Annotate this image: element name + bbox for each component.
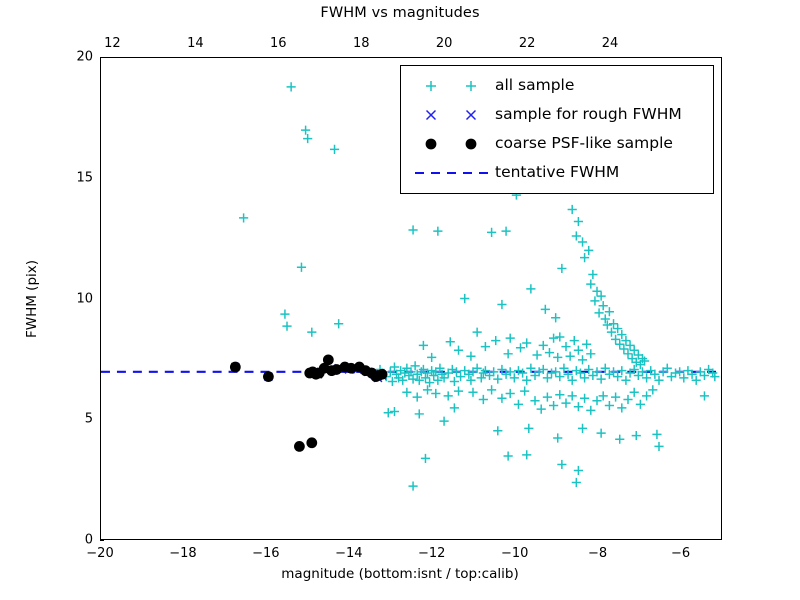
legend-entry: tentative FWHM — [409, 158, 705, 187]
series-all-sample — [239, 82, 720, 491]
x-tick-label-bottom: −18 — [169, 546, 197, 561]
legend-label: all sample — [495, 75, 575, 94]
legend-marker- — [409, 161, 495, 185]
plot-area — [101, 58, 721, 539]
x-tick-label-top: 22 — [518, 36, 536, 51]
x-tick-label-bottom: −6 — [670, 546, 691, 561]
y-tick-label: 0 — [84, 532, 93, 548]
y-tick-mark — [100, 540, 104, 542]
legend-marker-x — [409, 103, 495, 127]
x-tick-label-top: 12 — [104, 36, 121, 51]
y-tick-label: 20 — [76, 49, 93, 65]
x-tick-label-bottom: −10 — [500, 546, 529, 561]
legend-label: sample for rough FWHM — [495, 104, 682, 123]
x-tick-label-top: 18 — [352, 36, 370, 51]
legend-label: tentative FWHM — [495, 162, 620, 181]
y-tick-label: 15 — [76, 170, 93, 186]
y-axis-label: FWHM (pix) — [24, 259, 40, 339]
x-tick-label-bottom: −20 — [86, 546, 114, 561]
legend-entry: all sample — [409, 71, 705, 100]
legend-entry: coarse PSF-like sample — [409, 129, 705, 158]
legend-marker- — [409, 74, 495, 98]
x-tick-label-top: 16 — [270, 36, 287, 51]
chart-title: FWHM vs magnitudes — [320, 5, 480, 21]
x-tick-label-bottom: −14 — [335, 546, 363, 561]
series-coarse-psf-like-sample — [229, 354, 388, 452]
x-tick-label-top: 24 — [601, 36, 619, 51]
x-tick-label-bottom: −12 — [418, 546, 446, 561]
x-axis-label: magnitude (bottom:isnt / top:calib) — [281, 566, 519, 582]
scatter-canvas — [101, 82, 721, 491]
x-tick-label-bottom: −8 — [588, 546, 608, 561]
y-tick-label: 5 — [84, 411, 93, 427]
x-tick-label-top: 14 — [187, 36, 204, 51]
x-tick-label-bottom: −16 — [252, 546, 280, 561]
x-tick-label-top: 20 — [435, 36, 453, 51]
legend-marker-o — [409, 132, 495, 156]
y-tick-label: 10 — [76, 291, 93, 306]
legend-entry: sample for rough FWHM — [409, 100, 705, 129]
chart-legend: all sample sample for rough FWHM coarse PS… — [400, 65, 714, 194]
legend-label: coarse PSF-like sample — [495, 133, 673, 152]
